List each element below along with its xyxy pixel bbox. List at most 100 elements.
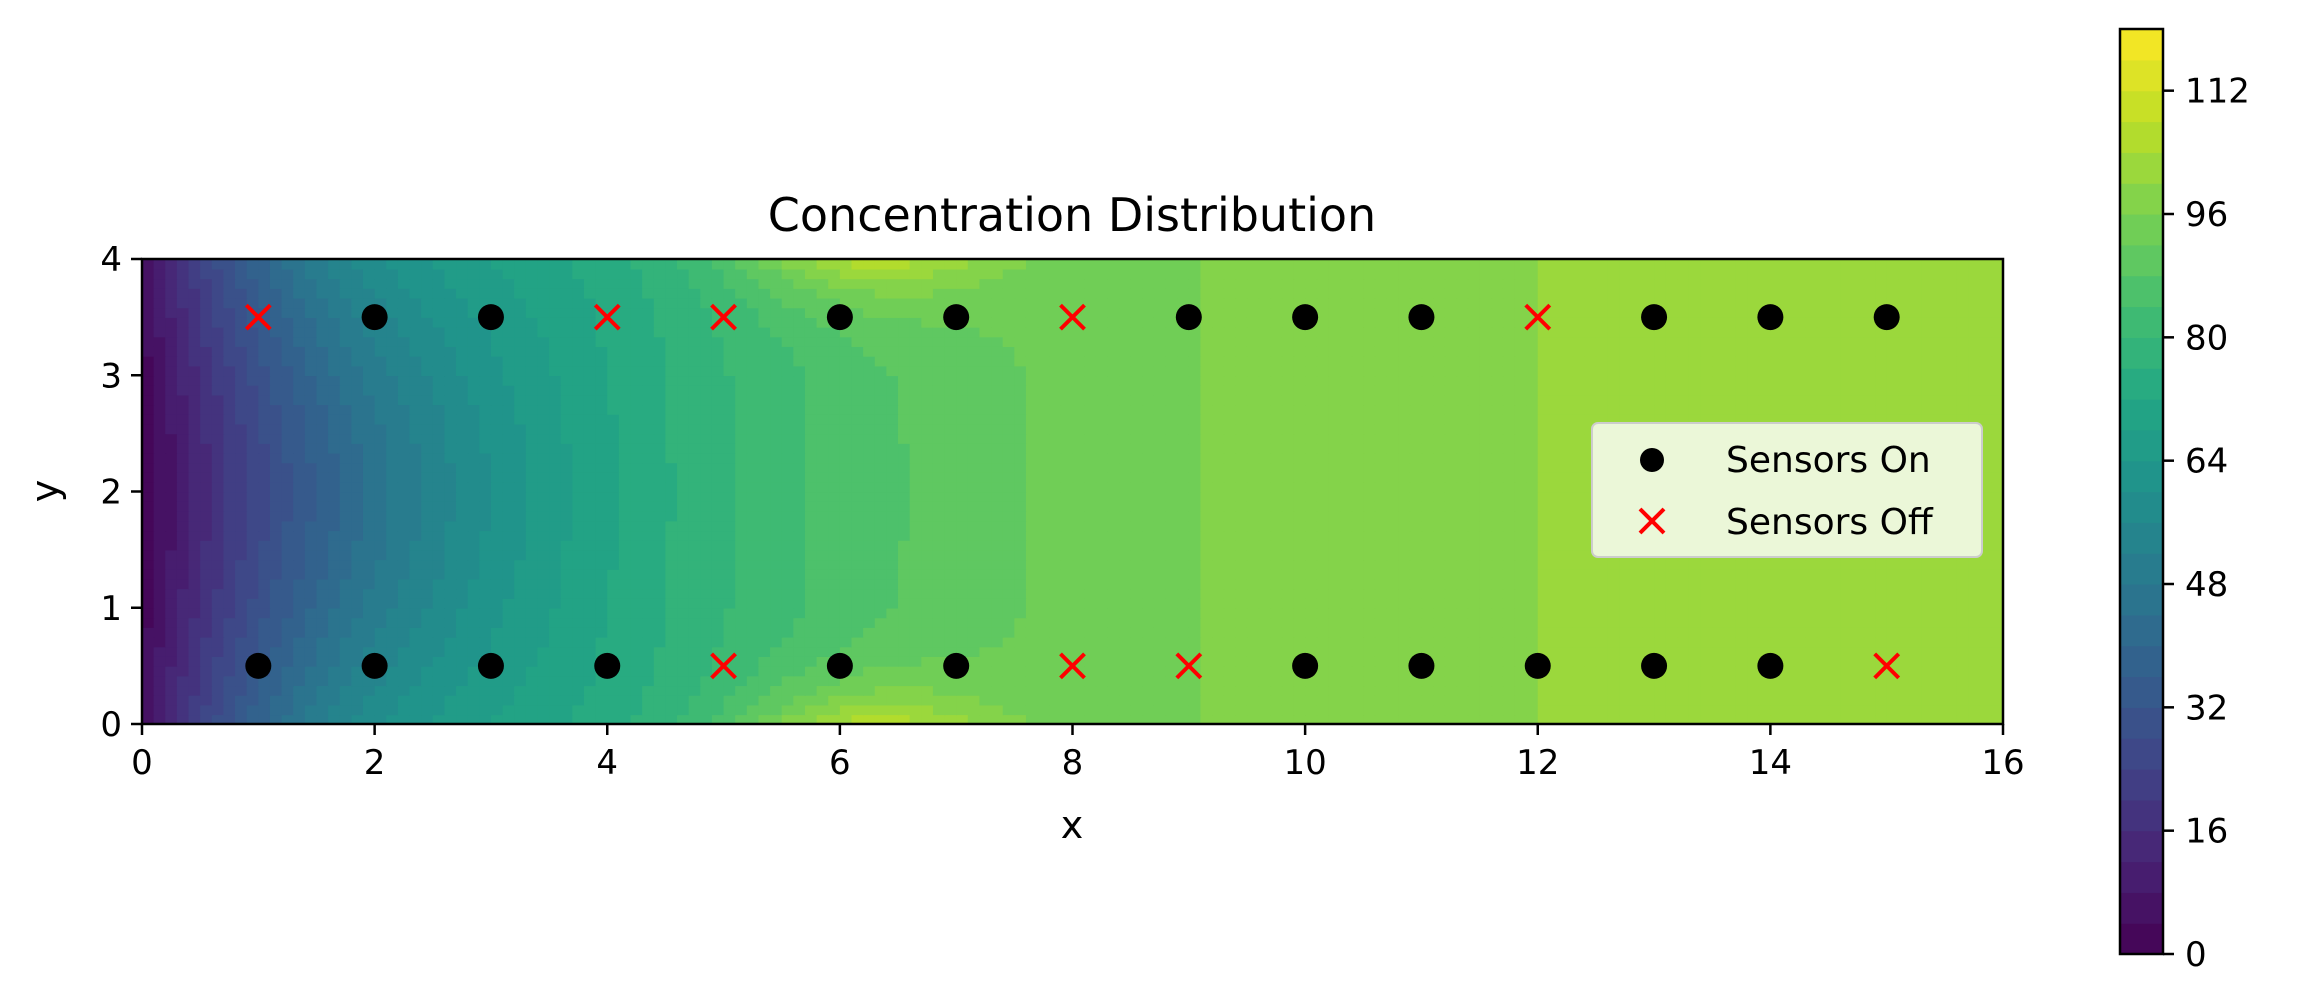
field-cell (1479, 588, 1493, 599)
field-cell (1491, 520, 1504, 532)
field-cell (665, 578, 678, 590)
field-cell (1060, 520, 1074, 532)
field-cell (351, 481, 364, 493)
field-cell (1782, 627, 1795, 638)
field-cell (560, 714, 574, 724)
field-cell (490, 694, 504, 706)
field-cell (572, 481, 585, 493)
field-cell (1014, 530, 1027, 541)
field-cell (1060, 462, 1074, 473)
field-cell (886, 501, 899, 512)
field-cell (863, 530, 876, 541)
field-cell (1316, 694, 1330, 706)
field-cell (1386, 559, 1399, 570)
field-cell (618, 607, 632, 619)
field-cell (1851, 704, 1865, 716)
field-cell (898, 452, 911, 464)
field-cell (688, 694, 702, 706)
field-cell (909, 481, 923, 493)
field-cell (490, 578, 504, 590)
field-cell (1991, 520, 2003, 532)
field-cell (281, 578, 295, 590)
field-cell (1340, 675, 1353, 687)
field-cell (1968, 675, 1981, 687)
field-cell (1328, 588, 1341, 599)
field-cell (828, 569, 841, 580)
field-cell (421, 598, 434, 609)
field-cell (1223, 462, 1237, 473)
field-cell (258, 578, 271, 590)
field-cell (502, 433, 515, 444)
field-cell (537, 414, 550, 425)
field-cell (1130, 588, 1144, 599)
field-cell (688, 569, 702, 580)
field-cell (1642, 578, 1655, 590)
field-cell (607, 685, 620, 696)
field-cell (397, 665, 411, 677)
field-cell (746, 598, 760, 609)
field-cell (1782, 588, 1795, 599)
field-cell (793, 481, 806, 493)
field-cell (1491, 714, 1504, 724)
field-cell (1921, 636, 1935, 648)
field-cell (490, 462, 504, 473)
field-cell (1502, 675, 1516, 687)
field-cell (1049, 607, 1062, 619)
field-cell (293, 433, 306, 444)
field-cell (537, 704, 550, 716)
field-cell (630, 704, 643, 716)
field-cell (1514, 510, 1527, 522)
field-cell (339, 636, 353, 648)
field-cell (176, 694, 190, 706)
field-cell (1363, 656, 1376, 667)
field-cell (1130, 665, 1144, 677)
field-cell (456, 636, 469, 648)
field-cell (223, 530, 236, 541)
field-cell (421, 636, 434, 648)
field-cell (572, 443, 585, 454)
field-cell (1409, 452, 1423, 464)
field-cell (1363, 443, 1376, 454)
field-cell (770, 539, 783, 551)
field-cell (1049, 617, 1062, 628)
field-cell (642, 472, 655, 483)
field-cell (1595, 704, 1609, 716)
field-cell (1584, 598, 1597, 609)
field-cell (1840, 627, 1853, 638)
field-cell (1816, 646, 1830, 657)
field-cell (351, 530, 364, 541)
field-cell (339, 443, 353, 454)
field-cell (595, 559, 609, 570)
field-cell (409, 607, 422, 619)
field-cell (1502, 559, 1516, 570)
field-cell (1142, 598, 1155, 609)
field-cell (1363, 636, 1376, 648)
field-cell (351, 423, 364, 435)
field-cell (1770, 578, 1783, 590)
field-cell (642, 685, 655, 696)
field-cell (1002, 530, 1016, 541)
field-cell (223, 452, 236, 464)
field-cell (793, 433, 806, 444)
field-cell (142, 685, 155, 696)
field-cell (1537, 685, 1551, 696)
field-cell (397, 501, 411, 512)
field-cell (560, 414, 574, 425)
field-cell (1177, 685, 1190, 696)
field-cell (1351, 685, 1365, 696)
field-cell (700, 617, 713, 628)
field-cell (607, 569, 620, 580)
field-cell (1281, 685, 1295, 696)
field-cell (1363, 510, 1376, 522)
field-cell (1409, 559, 1423, 570)
field-cell (153, 414, 167, 425)
field-cell (1654, 617, 1667, 628)
field-cell (374, 636, 388, 648)
field-cell (677, 627, 690, 638)
field-cell (514, 617, 527, 628)
field-cell (386, 646, 399, 657)
field-cell (1747, 694, 1760, 706)
field-cell (142, 501, 155, 512)
field-cell (1246, 636, 1260, 648)
field-cell (1642, 569, 1655, 580)
